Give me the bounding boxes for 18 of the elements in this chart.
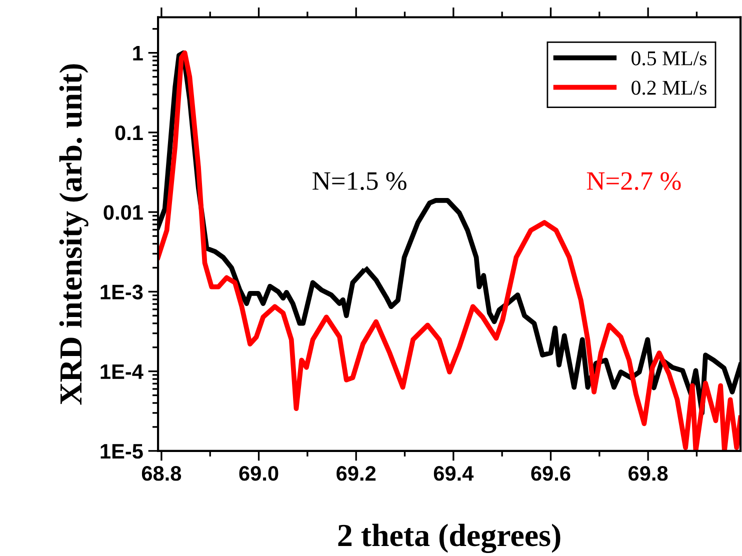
y-tick-label: 1E-3 (100, 284, 143, 300)
annotation: N=1.5 % (312, 172, 406, 190)
legend-label: 0.5 ML/s (632, 51, 706, 66)
y-tick-label: 1 (133, 46, 143, 60)
x-tick-label: 69.2 (336, 466, 376, 481)
x-axis-title: 2 theta (degrees) (338, 524, 560, 554)
y-axis-title: XRD intensity (arb. unit) (59, 64, 88, 405)
y-tick-label: 0.01 (104, 205, 143, 220)
annotation: N=2.7 % (586, 172, 681, 190)
y-tick-label: 1E-4 (100, 364, 144, 379)
y-tick-label: 0.1 (115, 125, 143, 140)
x-tick-label: 68.8 (142, 466, 182, 481)
x-tick-label: 69.0 (239, 466, 278, 481)
legend-label: 0.2 ML/s (632, 80, 706, 95)
x-tick-label: 69.4 (434, 466, 474, 481)
y-tick-label: 1E-5 (100, 444, 143, 459)
x-tick-label: 69.8 (628, 466, 668, 481)
x-tick-label: 69.6 (531, 466, 570, 481)
